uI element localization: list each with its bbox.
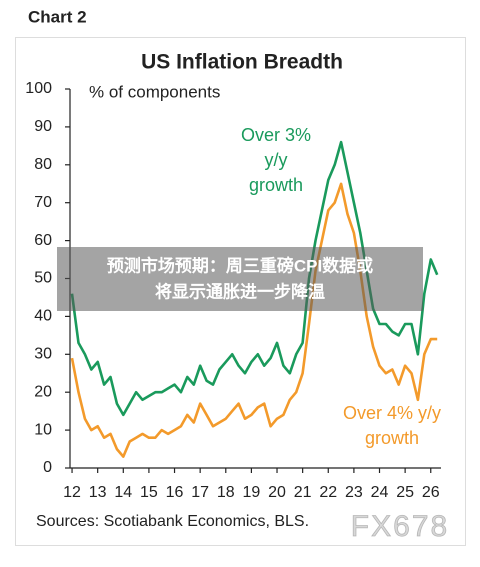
x-tick-label: 15 xyxy=(140,484,158,501)
headline-text: 将显示通胀进一步降温 xyxy=(155,281,325,301)
x-tick-label: 21 xyxy=(294,484,312,501)
chart-title: US Inflation Breadth xyxy=(141,51,343,74)
y-tick-label: 0 xyxy=(43,459,52,476)
series-label: growth xyxy=(365,428,419,448)
x-tick-label: 19 xyxy=(243,484,261,501)
x-tick-label: 17 xyxy=(191,484,209,501)
chart-label: Chart 2 xyxy=(28,7,87,26)
y-tick-label: 30 xyxy=(34,346,52,363)
frame xyxy=(15,37,466,546)
y-tick-label: 100 xyxy=(25,80,52,97)
y-tick-label: 20 xyxy=(34,383,52,400)
series-label: growth xyxy=(249,175,303,195)
x-tick-label: 12 xyxy=(63,484,81,501)
series-label: Over 4% y/y xyxy=(343,403,441,423)
x-tick-label: 24 xyxy=(371,484,389,501)
x-tick-label: 14 xyxy=(114,484,132,501)
x-tick-label: 18 xyxy=(217,484,235,501)
x-tick-label: 22 xyxy=(319,484,337,501)
series-line xyxy=(70,140,439,417)
x-tick-label: 25 xyxy=(396,484,414,501)
x-tick-label: 20 xyxy=(268,484,286,501)
series-label: Over 3% xyxy=(241,125,311,145)
y-tick-label: 90 xyxy=(34,118,52,135)
y-tick-label: 60 xyxy=(34,232,52,249)
x-tick-label: 26 xyxy=(422,484,440,501)
y-tick-label: 80 xyxy=(34,156,52,173)
x-tick-label: 13 xyxy=(89,484,107,501)
source: Sources: Scotiabank Economics, BLS. xyxy=(36,513,309,530)
watermark: FX678 xyxy=(351,510,449,543)
x-tick-label: 16 xyxy=(166,484,184,501)
series-line xyxy=(70,182,438,458)
y-tick-label: 50 xyxy=(34,270,52,287)
y-tick-label: 40 xyxy=(34,308,52,325)
y-axis-label: % of components xyxy=(89,82,220,101)
headline-banner xyxy=(57,247,423,311)
series-label: y/y xyxy=(264,150,287,170)
y-tick-label: 10 xyxy=(34,421,52,438)
headline-text: 预测市场预期：周三重磅CPI数据或 xyxy=(107,255,373,275)
x-tick-label: 23 xyxy=(345,484,363,501)
y-tick-label: 70 xyxy=(34,194,52,211)
